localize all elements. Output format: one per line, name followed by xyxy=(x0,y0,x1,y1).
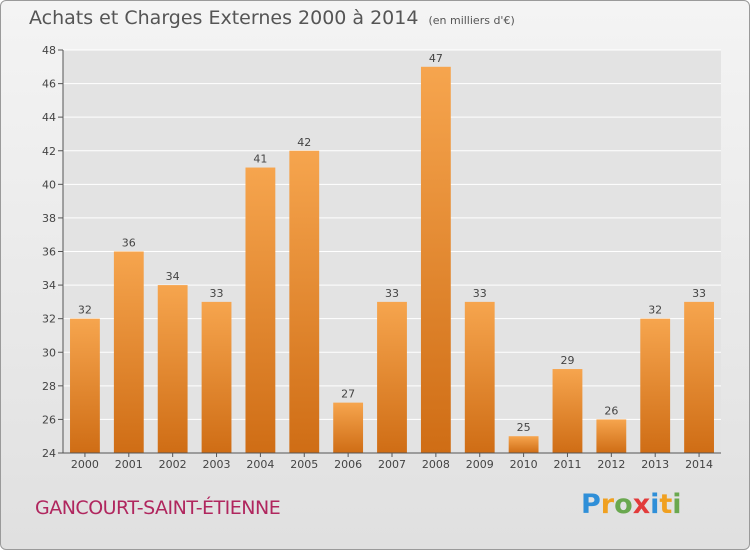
logo-letter: x xyxy=(632,489,651,520)
x-tick-label: 2001 xyxy=(115,458,143,471)
x-tick-label: 2005 xyxy=(290,458,318,471)
chart-subtitle: (en milliers d'€) xyxy=(428,14,515,27)
y-tick-label: 26 xyxy=(42,413,56,426)
chart-title-text: Achats et Charges Externes 2000 à 2014 xyxy=(29,7,419,29)
x-tick-label: 2013 xyxy=(641,458,669,471)
bar-2000 xyxy=(70,318,100,453)
bar-2002 xyxy=(157,285,188,453)
x-tick-label: 2011 xyxy=(553,458,581,471)
x-tick-label: 2010 xyxy=(510,458,538,471)
bar-value-label: 47 xyxy=(429,52,443,65)
bar-value-label: 41 xyxy=(253,153,267,166)
x-tick-label: 2014 xyxy=(685,458,713,471)
x-tick-label: 2003 xyxy=(203,458,231,471)
bar-value-label: 32 xyxy=(648,304,662,317)
bar-value-label: 36 xyxy=(122,237,136,250)
x-tick-label: 2008 xyxy=(422,458,450,471)
bar-value-label: 42 xyxy=(297,136,311,149)
logo-letter: t xyxy=(659,489,673,520)
bar-value-label: 33 xyxy=(692,287,706,300)
bar-2001 xyxy=(113,251,144,453)
y-tick-label: 24 xyxy=(42,447,56,460)
bar-value-label: 33 xyxy=(385,287,399,300)
bar-value-label: 26 xyxy=(604,404,618,417)
x-tick-label: 2009 xyxy=(466,458,494,471)
y-tick-label: 48 xyxy=(42,44,56,57)
x-tick-label: 2006 xyxy=(334,458,362,471)
y-tick-label: 32 xyxy=(42,313,56,326)
bar-2009 xyxy=(464,301,495,453)
x-tick-label: 2007 xyxy=(378,458,406,471)
x-tick-label: 2000 xyxy=(71,458,99,471)
bar-value-label: 33 xyxy=(210,287,224,300)
y-tick-label: 40 xyxy=(42,178,56,191)
bar-2006 xyxy=(333,402,364,453)
bar-2004 xyxy=(245,167,276,453)
chart-title: Achats et Charges Externes 2000 à 2014 (e… xyxy=(29,7,515,29)
proxiti-logo: Proxiti xyxy=(581,489,682,520)
y-tick-label: 30 xyxy=(42,346,56,359)
y-tick-label: 42 xyxy=(42,145,56,158)
logo-letter: i xyxy=(672,489,682,520)
bar-2003 xyxy=(201,301,232,453)
x-tick-label: 2004 xyxy=(246,458,274,471)
bar-value-label: 32 xyxy=(78,304,92,317)
bar-2012 xyxy=(596,419,627,453)
x-tick-label: 2002 xyxy=(159,458,187,471)
bar-2011 xyxy=(552,369,583,453)
bar-value-label: 33 xyxy=(473,287,487,300)
bar-value-label: 27 xyxy=(341,388,355,401)
logo-letter: o xyxy=(614,489,633,520)
logo-letter: i xyxy=(650,489,660,520)
y-tick-label: 36 xyxy=(42,246,56,259)
x-tick-label: 2012 xyxy=(597,458,625,471)
bar-2010 xyxy=(508,436,539,453)
bar-value-label: 25 xyxy=(517,421,531,434)
y-tick-label: 44 xyxy=(42,111,56,124)
y-tick-label: 28 xyxy=(42,380,56,393)
bar-value-label: 34 xyxy=(166,270,180,283)
y-tick-label: 34 xyxy=(42,279,56,292)
logo-letter: P xyxy=(581,489,601,520)
bar-value-label: 29 xyxy=(560,354,574,367)
y-tick-label: 46 xyxy=(42,78,56,91)
bar-2014 xyxy=(684,301,714,453)
bar-2005 xyxy=(289,150,320,453)
bar-2007 xyxy=(377,301,407,453)
logo-letter: r xyxy=(600,489,615,520)
bar-2013 xyxy=(640,318,671,453)
bar-2008 xyxy=(420,66,451,454)
commune-name: GANCOURT-SAINT-ÉTIENNE xyxy=(35,497,281,519)
y-tick-label: 38 xyxy=(42,212,56,225)
